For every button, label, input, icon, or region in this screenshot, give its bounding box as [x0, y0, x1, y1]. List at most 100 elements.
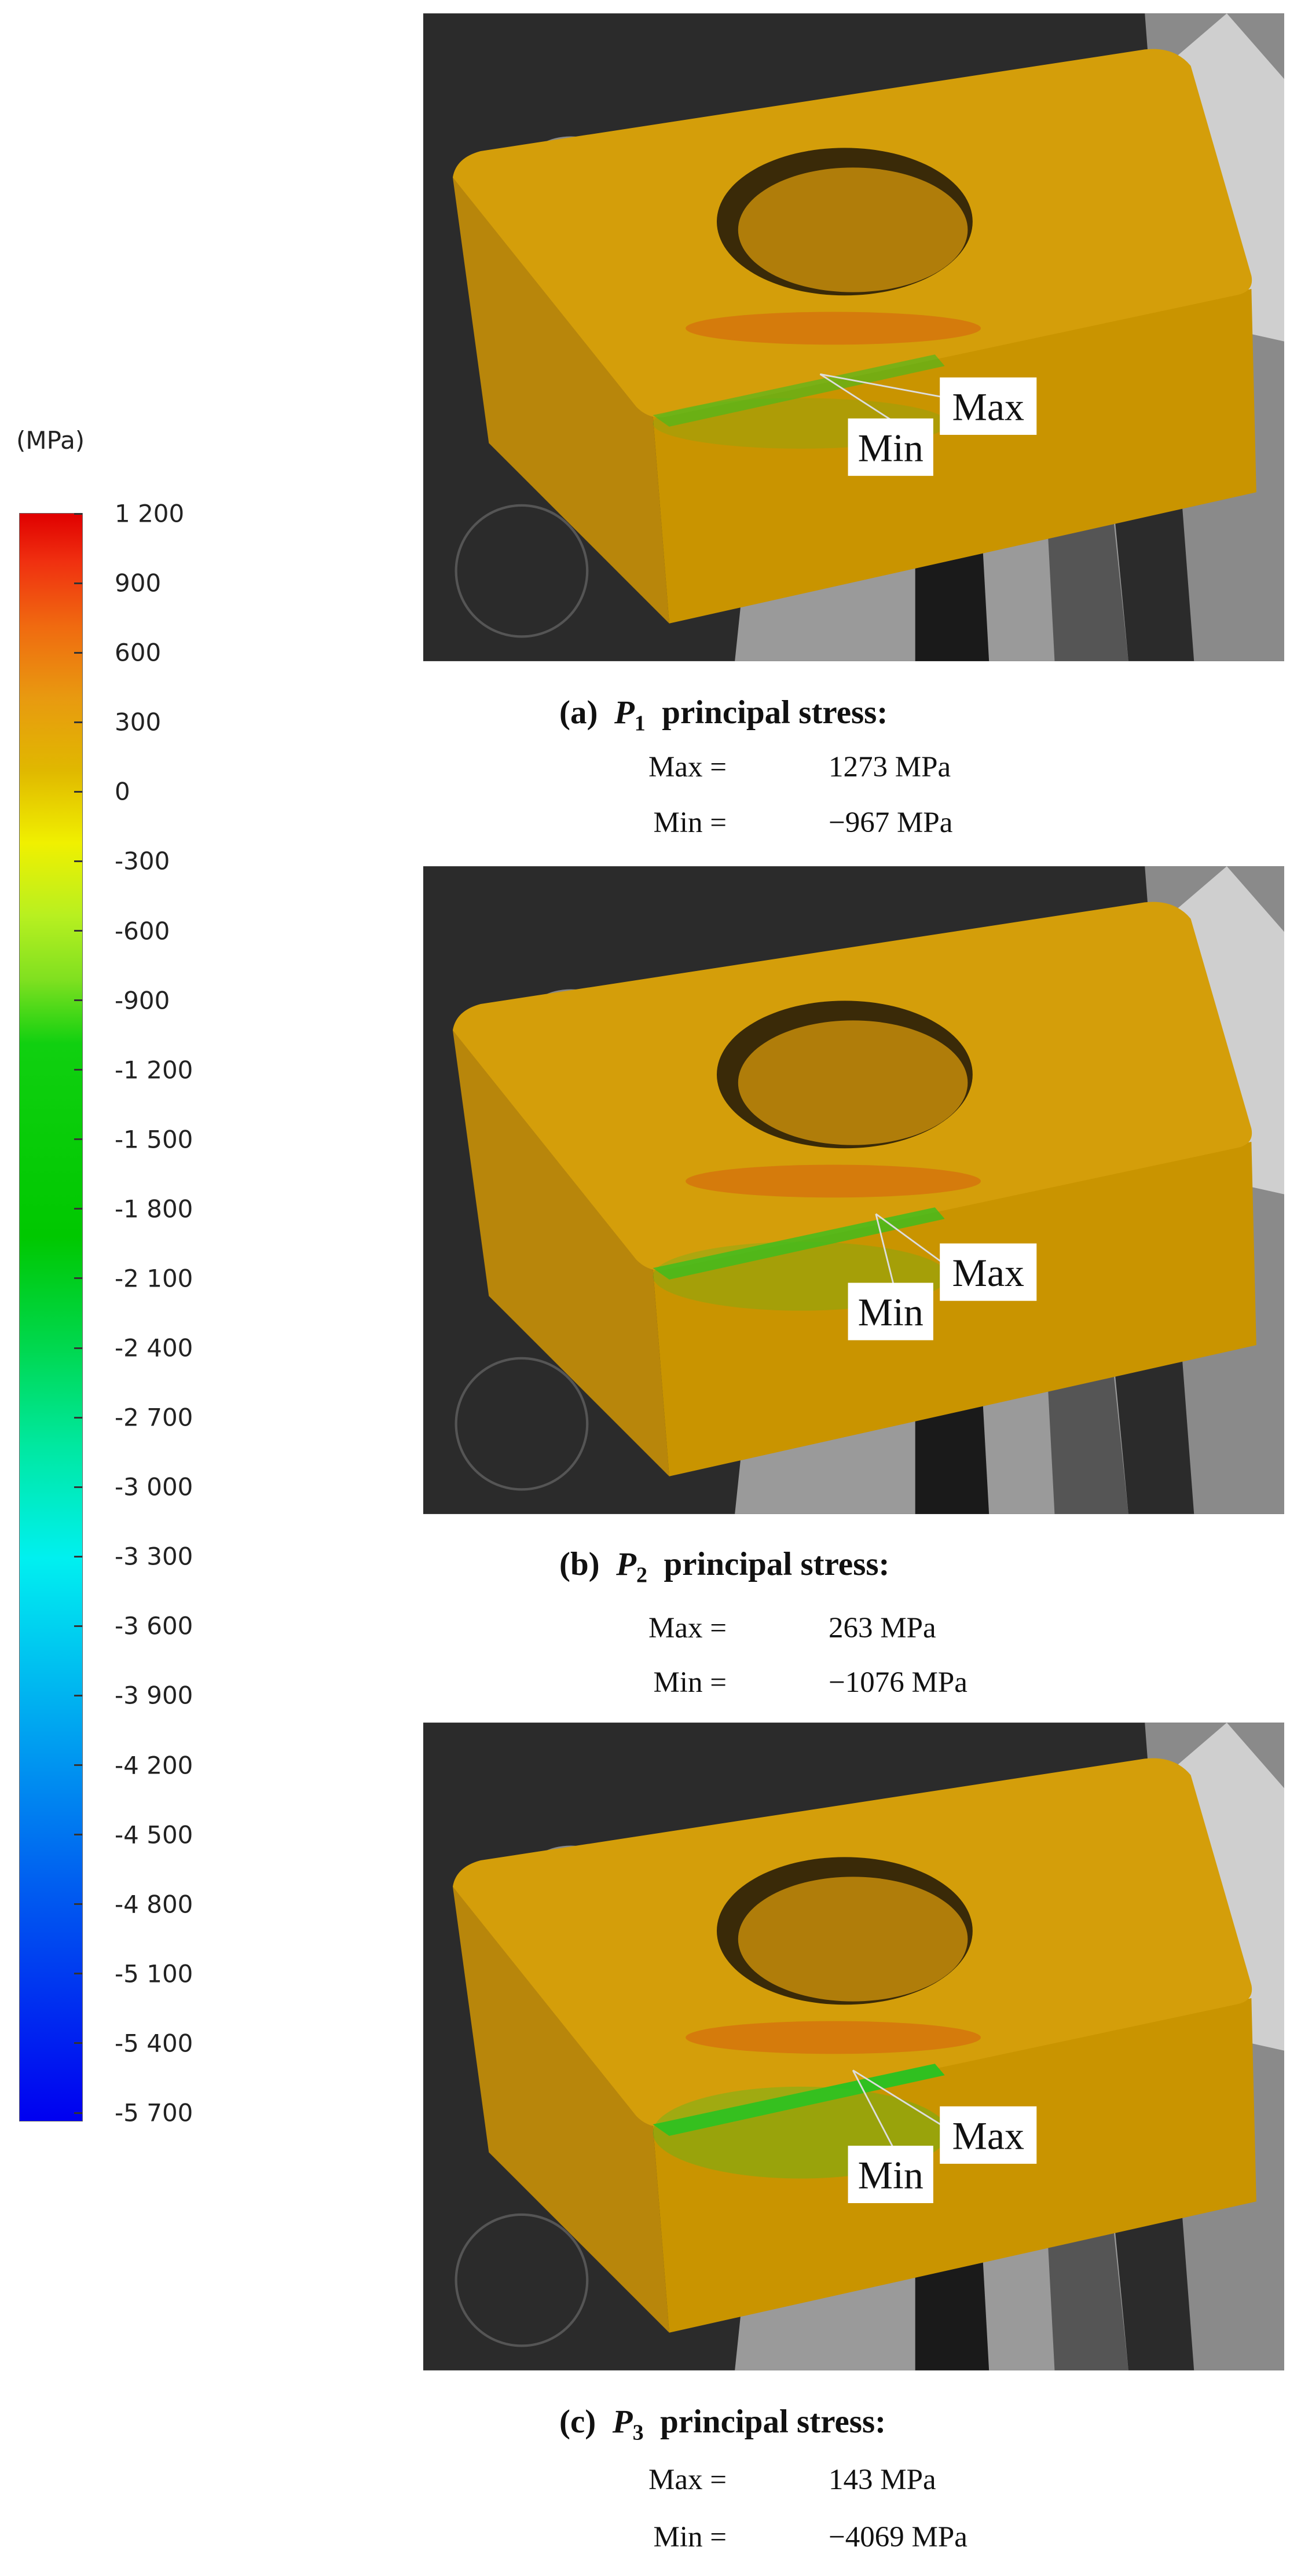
leader-line: [820, 373, 944, 398]
stress-zone-green: [653, 1207, 945, 1280]
colorbar-tick: [74, 2112, 82, 2114]
colorbar-tick: [74, 582, 82, 584]
min-label: Min =: [653, 2521, 727, 2553]
caption-symbol: P: [612, 2403, 633, 2440]
max-label: Max =: [648, 1612, 727, 1644]
min-marker: Min: [858, 1290, 923, 1334]
hole-wall: [738, 167, 968, 292]
fixture-outline: [455, 2213, 589, 2347]
colorbar-tick-label: 300: [115, 708, 162, 736]
colorbar-tick-label: 1 200: [115, 499, 185, 528]
fixture: [1046, 505, 1128, 661]
max-label: Max =: [648, 2464, 727, 2496]
marker-box: [940, 377, 1037, 435]
caption: (a) P1 principal stress:: [559, 694, 888, 736]
min-value: −4069 MPa: [829, 2521, 967, 2553]
colorbar-tick-label: -3 600: [115, 1611, 193, 1640]
colorbar-tick: [74, 1208, 82, 1210]
colorbar-tick: [74, 999, 82, 1002]
colorbar-tick: [74, 1973, 82, 1975]
leader-line: [875, 1214, 895, 1287]
caption-subscript: 1: [634, 711, 646, 736]
hole-wall: [738, 1877, 968, 2002]
max-marker: Max: [952, 385, 1024, 429]
colorbar-tick-label: -4 800: [115, 1890, 193, 1919]
colorbar-tick: [74, 2042, 82, 2044]
colorbar-tick: [74, 1625, 82, 1627]
colorbar-tick: [74, 721, 82, 723]
colorbar-tick-label: -3 000: [115, 1472, 193, 1501]
colorbar-tick-label: -600: [115, 917, 170, 946]
caption-symbol: P: [614, 694, 635, 731]
colorbar-tick: [74, 1486, 82, 1488]
simulation-image: Max Min: [423, 866, 1284, 1514]
colorbar-tick: [74, 1277, 82, 1280]
max-label: Max =: [648, 751, 727, 783]
marker-box: [940, 1243, 1037, 1301]
caption-label: (b): [559, 1546, 600, 1582]
block-left-face: [452, 1886, 669, 2333]
hole-wall: [738, 1020, 968, 1145]
stress-zone-red: [686, 1164, 981, 1198]
min-marker: Min: [858, 2153, 923, 2197]
colorbar-unit: (MPa): [16, 426, 85, 455]
fixture-outline: [455, 504, 589, 638]
colorbar-tick-label: -2 400: [115, 1333, 193, 1362]
stress-zone-red: [686, 312, 981, 345]
block-front-face: [653, 1998, 1256, 2333]
max-marker: Max: [952, 2114, 1024, 2158]
colorbar-tick: [74, 790, 82, 793]
caption: (c) P3 principal stress:: [559, 2403, 886, 2445]
colorbar-tick: [74, 1069, 82, 1071]
stress-zone-red: [686, 2021, 981, 2054]
caption-subscript: 2: [636, 1563, 647, 1588]
colorbar-tick-label: -4 500: [115, 1820, 193, 1849]
colorbar-tick-label: -3 900: [115, 1681, 193, 1710]
caption-title: principal stress:: [664, 1546, 890, 1582]
colorbar-tick: [74, 1903, 82, 1906]
colorbar-tick-label: -900: [115, 986, 170, 1015]
colorbar: [20, 514, 82, 2121]
caption: (b) P2 principal stress:: [559, 1545, 890, 1588]
colorbar-tick-label: -4 200: [115, 1751, 193, 1780]
caption-subscript: 3: [632, 2420, 644, 2445]
max-value: 1273 MPa: [829, 751, 951, 783]
colorbar-tick: [74, 1416, 82, 1419]
max-marker: Max: [952, 1251, 1024, 1295]
caption-label: (a): [559, 694, 598, 731]
colorbar-tick-label: -300: [115, 847, 170, 875]
colorbar-tick-label: 0: [115, 777, 130, 806]
colorbar-tick-label: -2 100: [115, 1264, 193, 1293]
block-left-face: [452, 177, 669, 624]
colorbar-tick: [74, 1555, 82, 1558]
stress-zone-green: [653, 354, 945, 427]
colorbar-tick-label: -1 800: [115, 1194, 193, 1223]
fixture: [1046, 1358, 1128, 1514]
fixture: [1046, 2214, 1128, 2370]
min-label: Min =: [653, 807, 727, 839]
leader-line: [819, 373, 895, 423]
marker-box: [848, 2145, 933, 2203]
caption-title: principal stress:: [662, 694, 888, 731]
caption-label: (c): [559, 2403, 596, 2440]
colorbar-tick: [74, 1138, 82, 1141]
colorbar-tick: [74, 651, 82, 654]
block-left-face: [452, 1030, 669, 1476]
simulation-image: Max Min: [423, 1723, 1284, 2370]
colorbar-tick: [74, 512, 82, 515]
colorbar-tick-label: -1 200: [115, 1056, 193, 1084]
colorbar-tick-label: -3 300: [115, 1542, 193, 1571]
colorbar-tick-label: -5 400: [115, 2029, 193, 2058]
colorbar-tick-label: 600: [115, 638, 162, 667]
leader-line: [852, 2069, 895, 2150]
max-value: 143 MPa: [829, 2464, 936, 2496]
colorbar-tick: [74, 1694, 82, 1696]
colorbar-tick: [74, 1834, 82, 1836]
fixture-outline: [455, 1357, 589, 1491]
simulation-image: Max Min: [423, 13, 1284, 661]
marker-box: [848, 1282, 933, 1340]
min-marker: Min: [858, 426, 923, 470]
max-value: 263 MPa: [829, 1612, 936, 1644]
colorbar-tick: [74, 1764, 82, 1767]
caption-title: principal stress:: [660, 2403, 886, 2440]
